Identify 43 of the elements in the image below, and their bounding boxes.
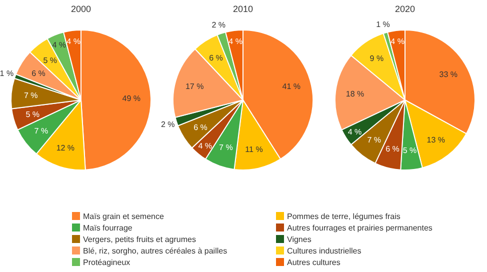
- data-label: 18 %: [346, 89, 364, 98]
- legend-label: Protéagineux: [83, 258, 130, 267]
- data-label: 4 %: [348, 128, 362, 137]
- data-label: 9 %: [370, 54, 384, 64]
- legend-label: Blé, riz, sorgho, autres céréales à pailles: [83, 246, 228, 256]
- data-label: 1 %: [376, 20, 390, 29]
- data-label: 12 %: [56, 144, 75, 153]
- data-label: 7 %: [24, 91, 38, 100]
- data-label: 13 %: [426, 136, 446, 145]
- data-label: 2 %: [160, 120, 175, 130]
- legend-label: Vergers, petits fruits et agrumes: [83, 234, 196, 244]
- data-label: 6 %: [386, 144, 400, 154]
- data-label: 17 %: [185, 82, 204, 91]
- legend-label: Maïs grain et semence: [83, 212, 164, 221]
- data-label: 5 %: [43, 56, 58, 65]
- data-label: 4 %: [52, 40, 66, 50]
- data-label: 5 %: [26, 110, 40, 119]
- data-label: 4 %: [198, 142, 212, 151]
- legend-label: Autres fourrages et prairies permanentes: [287, 223, 432, 232]
- data-label: 2 %: [212, 20, 226, 30]
- legend-label: Pommes de terre, légumes frais: [287, 212, 400, 221]
- data-label: 6 %: [32, 68, 46, 78]
- data-label: 4 %: [390, 36, 404, 46]
- legend-label: Maïs fourrage: [83, 223, 133, 232]
- legend-label: Autres cultures: [287, 258, 340, 267]
- legend-label: Cultures industrielles: [287, 246, 362, 256]
- data-label: 7 %: [367, 136, 382, 145]
- data-label: 6 %: [209, 53, 223, 62]
- data-label: 33 %: [439, 70, 458, 80]
- data-label: 7 %: [34, 126, 48, 136]
- chart-title: 2000: [70, 4, 92, 14]
- data-label: 41 %: [282, 82, 301, 91]
- data-label: 49 %: [122, 94, 140, 104]
- legend-label: Vignes: [287, 234, 312, 244]
- chart-title: 2020: [394, 4, 416, 14]
- chart-title: 2010: [232, 4, 254, 14]
- data-label: 6 %: [194, 122, 208, 132]
- data-label: 4 %: [66, 36, 80, 46]
- data-label: 7 %: [219, 143, 233, 152]
- data-label: 4 %: [228, 36, 242, 46]
- data-label: 5 %: [402, 146, 417, 155]
- data-label: 11 %: [245, 144, 263, 154]
- data-label: 1 %: [0, 69, 14, 78]
